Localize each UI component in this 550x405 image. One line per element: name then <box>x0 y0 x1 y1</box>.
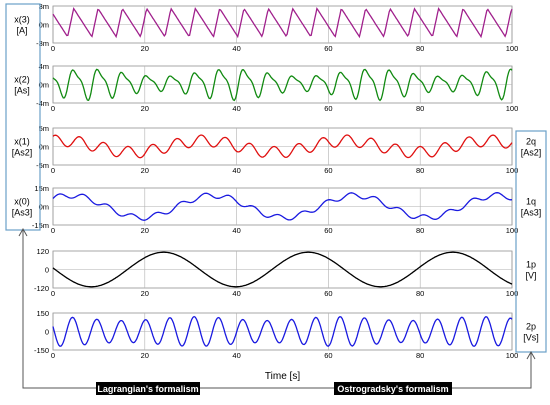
panel-1: 3m 0m -3m0 20 40 60 80 100 x(3)[A] <box>14 2 518 53</box>
x-tick-label: 80 <box>416 289 424 298</box>
y-tick-label: 120 <box>36 247 49 256</box>
y-tick-label: 15m <box>34 184 49 193</box>
arrow-up-icon <box>526 350 536 360</box>
x-tick-label: 40 <box>232 351 240 360</box>
y-tick-label: 0 <box>45 266 49 275</box>
x-tick-label: 60 <box>324 44 332 53</box>
panel-left-label: [As2] <box>12 148 33 158</box>
x-tick-label: 80 <box>416 166 424 175</box>
panel-right-label: 1p <box>526 260 536 270</box>
x-tick-label: 20 <box>141 226 149 235</box>
banners: Lagrangian's formalism Ostrogradsky's for… <box>96 382 452 395</box>
x-tick-label: 0 <box>51 289 55 298</box>
y-tick-label: -5m <box>36 161 49 170</box>
arrow-up-icon <box>18 227 28 237</box>
series-line <box>52 192 513 221</box>
x-tick-label: 0 <box>51 166 55 175</box>
x-tick-label: 80 <box>416 104 424 113</box>
series-line <box>52 7 513 39</box>
y-tick-label: 0m <box>39 81 49 90</box>
x-tick-label: 100 <box>506 351 519 360</box>
banner-label: Lagrangian's formalism <box>97 384 198 394</box>
x-tick-label: 20 <box>141 351 149 360</box>
brackets <box>5 3 547 389</box>
y-tick-label: 4m <box>39 62 49 71</box>
right-bracket-box <box>515 130 547 353</box>
panel-left-label: [As] <box>14 86 30 96</box>
series-line <box>52 251 513 288</box>
series-line <box>52 68 513 102</box>
panel-right-label: 2p <box>526 322 536 332</box>
x-tick-label: 60 <box>324 104 332 113</box>
y-tick-label: 0 <box>45 328 49 337</box>
y-tick-label: 5m <box>39 124 49 133</box>
panel-left-label: [A] <box>16 26 27 36</box>
x-tick-label: 80 <box>416 44 424 53</box>
y-tick-label: 3m <box>39 2 49 11</box>
x-tick-label: 0 <box>51 44 55 53</box>
x-tick-label: 40 <box>232 104 240 113</box>
x-tick-label: 100 <box>506 166 519 175</box>
x-tick-label: 60 <box>324 226 332 235</box>
panel-left-label: x(1) <box>14 137 30 147</box>
y-tick-label: 0m <box>39 143 49 152</box>
panel-right-label: [Vs] <box>523 333 539 343</box>
panel-left-label: [As3] <box>12 208 33 218</box>
y-tick-label: -120 <box>34 284 49 293</box>
y-tick-label: 150 <box>36 309 49 318</box>
panel-left-label: x(2) <box>14 75 30 85</box>
y-tick-label: -3m <box>36 39 49 48</box>
banner-box <box>96 382 200 395</box>
panel-right-label: 2q <box>526 137 536 147</box>
panel-right-label: [V] <box>525 271 536 281</box>
x-tick-label: 80 <box>416 226 424 235</box>
x-tick-label: 60 <box>324 166 332 175</box>
x-tick-label: 60 <box>324 289 332 298</box>
panel-right-label: [As2] <box>521 148 542 158</box>
y-tick-label: 0m <box>39 21 49 30</box>
panel-right-label: 1q <box>526 197 536 207</box>
x-tick-label: 60 <box>324 351 332 360</box>
x-tick-label: 20 <box>141 289 149 298</box>
x-tick-label: 0 <box>51 104 55 113</box>
connector-line <box>22 230 532 389</box>
x-tick-label: 40 <box>232 44 240 53</box>
x-tick-label: 80 <box>416 351 424 360</box>
y-tick-label: -150 <box>34 346 49 355</box>
panel-left-label: x(3) <box>14 15 30 25</box>
series-line <box>52 134 513 159</box>
series-line <box>52 315 513 348</box>
x-tick-label: 0 <box>51 351 55 360</box>
x-tick-label: 20 <box>141 44 149 53</box>
x-tick-label: 0 <box>51 226 55 235</box>
x-tick-label: 20 <box>141 166 149 175</box>
banner-box <box>334 382 452 395</box>
panel-2: 4m 0m -4m0 20 40 60 80 100 x(2)[As] <box>14 62 518 113</box>
x-tick-label: 40 <box>232 166 240 175</box>
x-tick-label: 100 <box>506 226 519 235</box>
x-tick-label: 20 <box>141 104 149 113</box>
x-axis-label: Time [s] <box>265 371 300 382</box>
panel-right-label: [As3] <box>521 208 542 218</box>
y-tick-label: 0m <box>39 203 49 212</box>
x-tick-label: 100 <box>506 44 519 53</box>
banner-label: Ostrogradsky's formalism <box>337 384 448 394</box>
y-tick-label: -4m <box>36 99 49 108</box>
x-tick-label: 100 <box>506 104 519 113</box>
x-tick-label: 40 <box>232 226 240 235</box>
panel-left-label: x(0) <box>14 197 30 207</box>
x-tick-label: 40 <box>232 289 240 298</box>
x-tick-label: 100 <box>506 289 519 298</box>
